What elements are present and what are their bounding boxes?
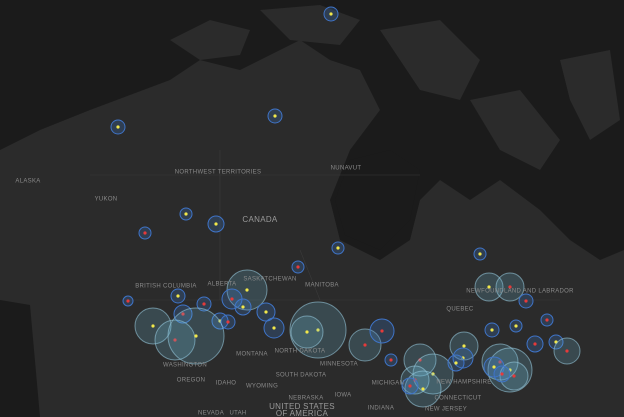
map-label: NEWFOUNDLAND AND LABRADOR <box>466 289 574 295</box>
map-label: NEW JERSEY <box>425 407 467 413</box>
marker-dot <box>500 372 504 376</box>
map-label: INDIANA <box>368 406 394 412</box>
map-label: MANITOBA <box>305 283 339 289</box>
marker-dot <box>380 329 384 333</box>
map-label: SASKATCHEWAN <box>243 277 296 283</box>
map-label: MINNESOTA <box>320 362 358 368</box>
marker-dot <box>273 114 277 118</box>
marker-dot <box>173 338 177 342</box>
marker-dot <box>421 387 425 391</box>
marker-dot <box>296 265 300 269</box>
map-label: ALBERTA <box>208 282 237 288</box>
marker-dot <box>176 294 180 298</box>
marker-dot <box>565 349 569 353</box>
marker-dot <box>126 299 130 303</box>
marker-dot <box>487 285 491 289</box>
map-label: MONTANA <box>236 352 268 358</box>
marker-dot <box>533 342 537 346</box>
marker-dot <box>272 326 276 330</box>
marker-dot <box>524 299 528 303</box>
map-label: YUKON <box>95 197 118 203</box>
map-label: NUNAVUT <box>331 166 362 172</box>
marker-dot <box>508 285 512 289</box>
land <box>0 40 624 417</box>
marker-dot <box>363 343 367 347</box>
borders <box>90 150 560 301</box>
marker-dot <box>478 252 482 256</box>
marker-dot <box>336 246 340 250</box>
map-label: CONNECTICUT <box>435 396 482 402</box>
map-label: WASHINGTON <box>163 363 207 369</box>
map-label: CANADA <box>242 215 278 224</box>
marker-dot <box>462 344 466 348</box>
map-label: ALASKA <box>15 179 40 185</box>
marker-dot <box>329 12 333 16</box>
map-label: IOWA <box>335 393 352 399</box>
marker-dot <box>514 324 518 328</box>
map-label: NEBRASKA <box>288 396 323 402</box>
marker-dot <box>116 125 120 129</box>
marker-dot <box>245 288 249 292</box>
marker-dot <box>181 312 185 316</box>
map-label: UNITED STATES <box>269 402 335 411</box>
map-label: NEW HAMPSHIRE <box>436 380 491 386</box>
marker-dot <box>316 328 320 332</box>
map-label: QUEBEC <box>446 307 474 313</box>
map-label: MICHIGAN <box>372 381 404 387</box>
islands <box>170 5 620 170</box>
marker-dot <box>512 374 516 378</box>
labels: ALASKA YUKON NORTHWEST TERRITORIES NUNAVUT C… <box>15 166 574 417</box>
marker-dot <box>230 297 234 301</box>
marker-dot <box>498 360 502 364</box>
marker-dot <box>389 358 393 362</box>
map-label: NEVADA <box>198 411 224 417</box>
marker-dot <box>151 324 155 328</box>
map-label: OF AMERICA <box>276 409 329 417</box>
marker-dot <box>143 231 147 235</box>
marker-dot <box>492 365 496 369</box>
marker-dot <box>194 334 198 338</box>
map-label: NORTHWEST TERRITORIES <box>175 170 262 176</box>
marker-dot <box>408 384 412 388</box>
marker-dot <box>264 310 268 314</box>
pacific <box>0 300 40 417</box>
map-label: IDAHO <box>216 381 237 387</box>
marker-dot <box>454 361 458 365</box>
markers <box>110 6 581 408</box>
marker-dot <box>305 330 309 334</box>
map-label: OREGON <box>177 378 205 384</box>
map-label: UTAH <box>229 411 246 417</box>
marker-dot <box>214 222 218 226</box>
map-label: BRITISH COLUMBIA <box>135 284 196 290</box>
marker-dot <box>241 305 245 309</box>
marker-dot <box>226 320 230 324</box>
map-label: WYOMING <box>246 384 278 390</box>
map-label: SOUTH DAKOTA <box>276 373 327 379</box>
marker-dot <box>490 328 494 332</box>
marker-dot <box>184 212 188 216</box>
marker-dot <box>545 318 549 322</box>
marker-dot <box>202 302 206 306</box>
map-label: NORTH DAKOTA <box>275 349 326 355</box>
